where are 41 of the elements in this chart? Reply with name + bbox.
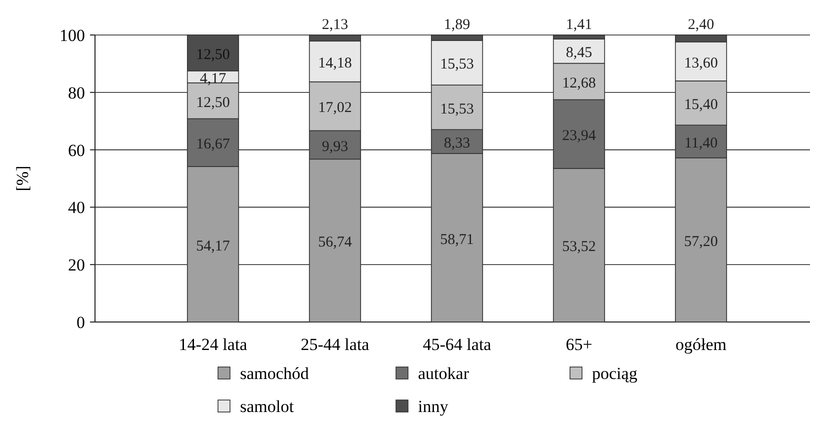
data-label: 54,17 — [196, 238, 230, 254]
x-tick-label: ogółem — [676, 335, 726, 354]
data-label: 17,02 — [318, 100, 352, 116]
legend-label: inny — [418, 397, 449, 416]
data-label: 15,53 — [440, 101, 474, 118]
data-label: 12,68 — [562, 75, 596, 92]
x-tick-label: 25-44 lata — [300, 335, 370, 354]
legend-label: samolot — [240, 397, 294, 416]
y-tick-label: 20 — [68, 256, 85, 275]
legend-label: samochód — [240, 364, 310, 383]
data-label: 15,53 — [440, 56, 474, 73]
data-label: 53,52 — [562, 239, 596, 256]
y-tick-label: 80 — [68, 83, 85, 102]
data-label: 15,40 — [684, 97, 718, 114]
data-label: 1,89 — [444, 17, 470, 34]
data-label: 12,50 — [196, 46, 230, 63]
y-axis-title: [%] — [13, 166, 32, 192]
data-label: 12,50 — [196, 94, 230, 111]
data-label: 11,40 — [684, 135, 718, 152]
data-label: 23,94 — [562, 128, 596, 144]
y-tick-label: 0 — [76, 313, 85, 332]
data-label: 56,74 — [318, 234, 352, 251]
legend-label: pociąg — [592, 364, 638, 383]
x-tick-label: 65+ — [566, 335, 592, 354]
data-label: 9,93 — [322, 138, 348, 155]
data-label: 13,60 — [684, 55, 718, 72]
data-label: 8,45 — [566, 45, 592, 62]
data-label: 2,40 — [688, 17, 714, 33]
legend-label: autokar — [418, 364, 470, 383]
x-tick-label: 14-24 lata — [178, 335, 248, 354]
data-label: 2,13 — [322, 17, 348, 33]
data-label: 58,71 — [440, 232, 474, 248]
data-label: 1,41 — [566, 17, 592, 33]
y-tick-label: 100 — [60, 26, 85, 45]
data-label: 14,18 — [318, 55, 352, 72]
data-label: 57,20 — [684, 234, 718, 250]
y-tick-label: 40 — [68, 198, 85, 218]
data-label: 8,33 — [444, 136, 470, 152]
y-tick-label: 60 — [68, 140, 85, 160]
data-label: 16,67 — [196, 136, 230, 153]
x-tick-label: 45-64 lata — [422, 335, 492, 354]
